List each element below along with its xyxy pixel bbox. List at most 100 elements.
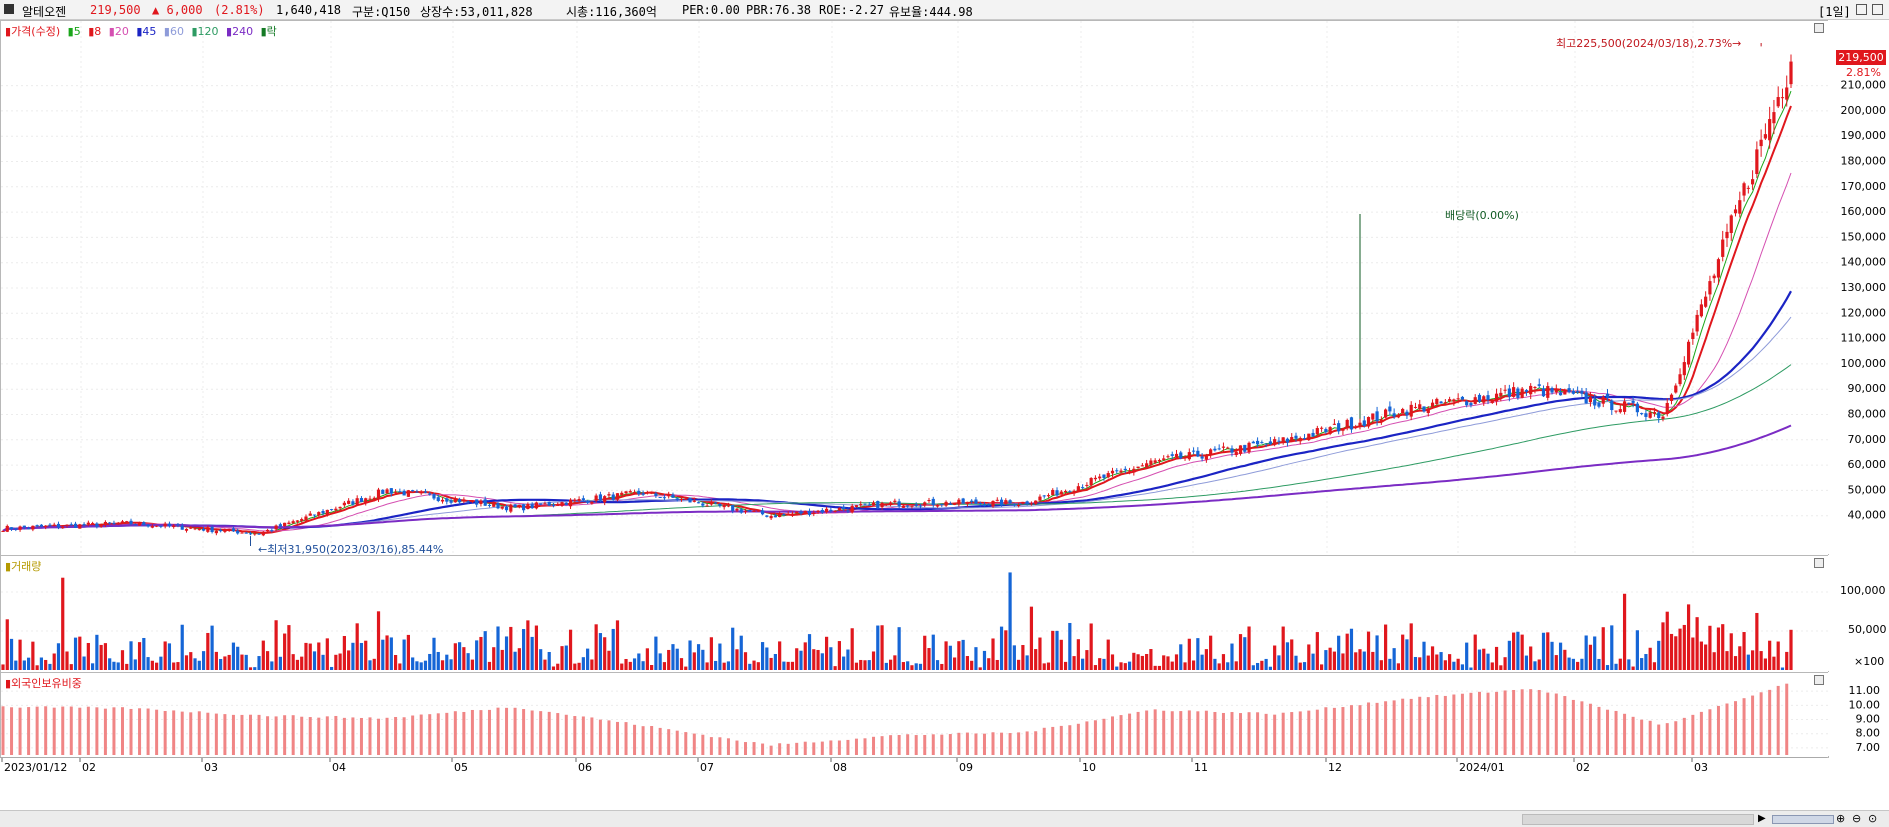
close-icon[interactable] xyxy=(1872,4,1883,15)
foreign-ratio-bar xyxy=(590,717,594,755)
candle-body xyxy=(1251,441,1255,444)
volume-bar xyxy=(129,641,133,670)
foreign-ratio-bar xyxy=(564,714,568,755)
volume-bar xyxy=(393,654,398,670)
candle-body xyxy=(1430,402,1435,407)
candle-body xyxy=(496,503,500,509)
candle-body xyxy=(1520,388,1524,398)
foreign-ratio-bar xyxy=(1042,727,1046,755)
volume-bar xyxy=(61,577,65,670)
volume-bar xyxy=(1725,651,1729,670)
zoom-out-icon[interactable]: ⊖ xyxy=(1852,812,1862,825)
volume-bar xyxy=(1541,632,1546,670)
foreign-ratio-bar xyxy=(684,732,688,755)
volume-bar xyxy=(1465,642,1469,670)
foreign-ratio-bar xyxy=(231,714,235,755)
foreign-ratio-bar xyxy=(1785,683,1789,755)
candle-body xyxy=(1034,500,1038,504)
foreign-ratio-chart[interactable] xyxy=(1,673,1828,757)
foreign-ratio-bar xyxy=(1179,711,1183,755)
volume-bar xyxy=(991,638,995,670)
foreign-ratio-bar xyxy=(752,742,756,755)
candle-body xyxy=(1435,398,1439,405)
candle-body xyxy=(824,508,829,513)
volume-bar xyxy=(641,661,645,670)
period-selector[interactable]: [1일] xyxy=(1818,5,1851,19)
volume-bar xyxy=(411,657,415,670)
volume-bar xyxy=(368,660,372,670)
candle-body xyxy=(735,508,739,511)
volume-bar xyxy=(248,667,253,670)
candle-body xyxy=(453,499,457,503)
foreign-ratio-bar xyxy=(1640,719,1644,755)
foreign-ratio-bar xyxy=(1085,721,1089,755)
candle-body xyxy=(799,511,803,514)
volume-bar xyxy=(1166,656,1170,670)
volume-bar xyxy=(95,634,99,670)
volume-bar xyxy=(701,649,705,670)
candle-body xyxy=(1657,412,1661,419)
volume-bar xyxy=(137,642,142,670)
candle-body xyxy=(1085,484,1089,486)
candle-body xyxy=(376,489,381,500)
candle-body xyxy=(513,504,517,508)
candle-body xyxy=(645,492,649,494)
candle-body xyxy=(1371,413,1375,420)
candle-body xyxy=(150,526,154,528)
candle-body xyxy=(1738,200,1742,214)
volume-bar xyxy=(155,662,159,670)
candle-body xyxy=(398,491,402,493)
volume-bar xyxy=(483,631,487,670)
menu-icon[interactable] xyxy=(4,4,14,14)
volume-bar xyxy=(1196,638,1200,670)
zoom-reset-icon[interactable]: ⊙ xyxy=(1868,812,1878,825)
maximize-icon[interactable] xyxy=(1856,4,1867,15)
volume-bar xyxy=(1503,657,1507,670)
foreign-ratio-bar xyxy=(1392,700,1396,755)
volume-bar xyxy=(1136,654,1140,670)
foreign-ratio-bar xyxy=(991,732,995,755)
volume-chart[interactable] xyxy=(1,556,1828,672)
foreign-ratio-bar xyxy=(1204,710,1208,755)
foreign-ratio-bar xyxy=(1017,732,1021,755)
stock-name[interactable]: 알테오젠 xyxy=(22,5,67,19)
volume-bar xyxy=(1140,655,1144,670)
candle-body xyxy=(1507,388,1511,397)
volume-bar xyxy=(1008,572,1012,670)
foreign-ratio-bar xyxy=(1418,696,1422,755)
volume-bar xyxy=(462,647,466,670)
candle-body xyxy=(257,533,261,535)
foreign-ratio-bar xyxy=(428,714,432,755)
foreign-ratio-bar xyxy=(1751,695,1755,755)
candle-body xyxy=(970,500,974,502)
candle-body xyxy=(1439,401,1443,404)
panel-max-icon[interactable] xyxy=(1814,23,1824,33)
foreign-ratio-bar xyxy=(172,710,176,755)
volume-bar xyxy=(1029,606,1034,670)
volume-bar xyxy=(1038,637,1042,670)
candle-body xyxy=(82,524,86,526)
price-panel: ▮가격(수정) ▮5 ▮8 ▮20 ▮45 ▮60 ▮120 ▮240 ▮락 최… xyxy=(0,20,1829,556)
volume-bar xyxy=(1063,661,1068,670)
candle-body xyxy=(1315,428,1319,435)
x-tick-label: 12 xyxy=(1328,761,1342,774)
volume-bar xyxy=(765,647,769,670)
volume-bar xyxy=(440,660,445,670)
zoom-in-icon[interactable]: ⊕ xyxy=(1836,812,1846,825)
volume-bar xyxy=(159,656,163,670)
scroll-right-icon[interactable]: ▶ xyxy=(1758,813,1766,824)
foreign-ratio-bar xyxy=(1443,695,1447,755)
scrollbar-thumb[interactable] xyxy=(1522,814,1754,825)
candle-body xyxy=(1593,399,1597,406)
volume-bar xyxy=(39,657,44,670)
foreign-ratio-bar xyxy=(1554,693,1558,755)
zoom-slider[interactable] xyxy=(1772,815,1834,824)
panel-max-icon[interactable] xyxy=(1814,675,1824,685)
candle-body xyxy=(931,498,935,506)
candle-body xyxy=(1396,416,1401,418)
foreign-ratio-bar xyxy=(223,714,227,755)
panel-max-icon[interactable] xyxy=(1814,558,1824,568)
candle-body xyxy=(1140,465,1144,467)
candle-body xyxy=(1234,451,1238,456)
price-chart[interactable] xyxy=(1,21,1828,555)
